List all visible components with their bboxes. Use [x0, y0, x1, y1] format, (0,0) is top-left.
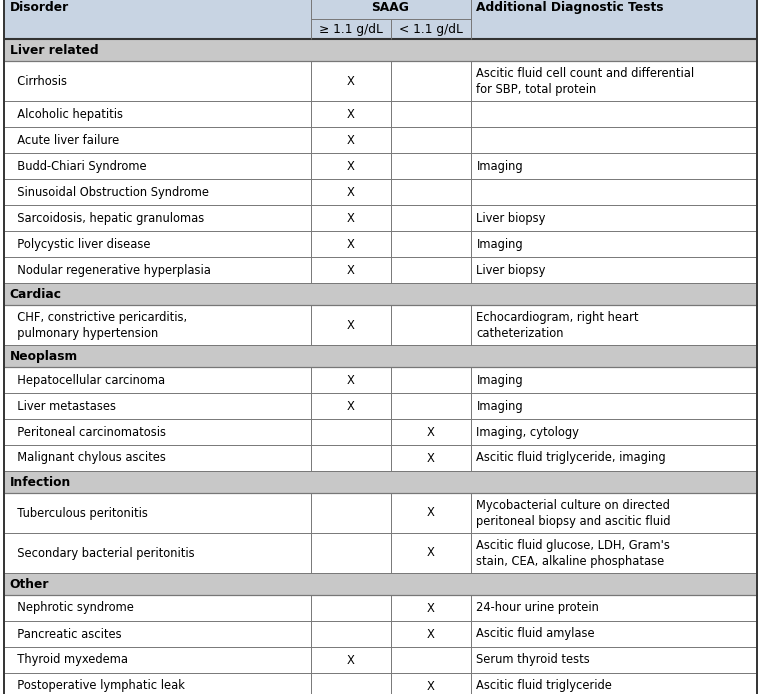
- Text: 24-hour urine protein: 24-hour urine protein: [477, 602, 600, 614]
- Text: X: X: [347, 74, 354, 87]
- Text: X: X: [347, 373, 354, 387]
- Text: Echocardiogram, right heart
catheterization: Echocardiogram, right heart catheterizat…: [477, 310, 639, 339]
- Bar: [4, 305, 756, 345]
- Text: Imaging: Imaging: [477, 160, 523, 173]
- Text: Hepatocellular carcinoma: Hepatocellular carcinoma: [9, 373, 165, 387]
- Text: Infection: Infection: [9, 475, 71, 489]
- Bar: [4, 257, 756, 283]
- Text: Imaging: Imaging: [477, 237, 523, 251]
- Text: CHF, constrictive pericarditis,
  pulmonary hypertension: CHF, constrictive pericarditis, pulmonar…: [9, 310, 187, 339]
- Text: Imaging: Imaging: [477, 373, 523, 387]
- Bar: [4, 127, 756, 153]
- Text: ≥ 1.1 g/dL: ≥ 1.1 g/dL: [318, 22, 382, 35]
- Bar: [4, 595, 756, 621]
- Text: Ascitic fluid amylase: Ascitic fluid amylase: [477, 627, 595, 641]
- Text: X: X: [426, 627, 435, 641]
- Text: Ascitic fluid triglyceride: Ascitic fluid triglyceride: [477, 679, 613, 693]
- Bar: [4, 39, 756, 61]
- Text: Disorder: Disorder: [9, 1, 68, 13]
- Text: Alcoholic hepatitis: Alcoholic hepatitis: [9, 108, 122, 121]
- Bar: [4, 345, 756, 367]
- Text: Liver biopsy: Liver biopsy: [477, 212, 546, 224]
- Text: X: X: [426, 602, 435, 614]
- Text: Secondary bacterial peritonitis: Secondary bacterial peritonitis: [9, 546, 194, 559]
- Text: X: X: [347, 185, 354, 198]
- Text: X: X: [347, 108, 354, 121]
- Bar: [4, 101, 756, 127]
- Bar: [4, 205, 756, 231]
- Text: Cirrhosis: Cirrhosis: [9, 74, 67, 87]
- Text: X: X: [426, 452, 435, 464]
- Text: Tuberculous peritonitis: Tuberculous peritonitis: [9, 507, 147, 520]
- Bar: [4, 419, 756, 445]
- Text: Liver related: Liver related: [9, 44, 98, 56]
- Bar: [4, 647, 756, 673]
- Text: Budd-Chiari Syndrome: Budd-Chiari Syndrome: [9, 160, 146, 173]
- Text: Other: Other: [9, 577, 49, 591]
- Text: Postoperative lymphatic leak: Postoperative lymphatic leak: [9, 679, 185, 693]
- Text: X: X: [347, 400, 354, 412]
- Bar: [4, 573, 756, 595]
- Text: Ascitic fluid triglyceride, imaging: Ascitic fluid triglyceride, imaging: [477, 452, 666, 464]
- Text: Sinusoidal Obstruction Syndrome: Sinusoidal Obstruction Syndrome: [9, 185, 208, 198]
- Text: X: X: [347, 212, 354, 224]
- Text: X: X: [426, 546, 435, 559]
- Bar: [4, 533, 756, 573]
- Text: Imaging: Imaging: [477, 400, 523, 412]
- Text: Mycobacterial culture on directed
peritoneal biopsy and ascitic fluid: Mycobacterial culture on directed perito…: [477, 498, 671, 527]
- Text: Cardiac: Cardiac: [9, 287, 62, 301]
- Text: X: X: [347, 160, 354, 173]
- Bar: [4, 0, 756, 19]
- Text: Imaging, cytology: Imaging, cytology: [477, 425, 579, 439]
- Text: Peritoneal carcinomatosis: Peritoneal carcinomatosis: [9, 425, 166, 439]
- Text: Ascitic fluid cell count and differential
for SBP, total protein: Ascitic fluid cell count and differentia…: [477, 67, 695, 96]
- Bar: [4, 393, 756, 419]
- Bar: [4, 621, 756, 647]
- Text: Liver metastases: Liver metastases: [9, 400, 116, 412]
- Text: Neoplasm: Neoplasm: [9, 350, 78, 362]
- Bar: [4, 673, 756, 694]
- Text: X: X: [347, 237, 354, 251]
- Text: Polycystic liver disease: Polycystic liver disease: [9, 237, 150, 251]
- Bar: [4, 367, 756, 393]
- Bar: [4, 61, 756, 101]
- Text: X: X: [347, 264, 354, 276]
- Bar: [4, 19, 756, 39]
- Text: Sarcoidosis, hepatic granulomas: Sarcoidosis, hepatic granulomas: [9, 212, 204, 224]
- Text: Additional Diagnostic Tests: Additional Diagnostic Tests: [477, 1, 664, 13]
- Text: Liver biopsy: Liver biopsy: [477, 264, 546, 276]
- Text: Pancreatic ascites: Pancreatic ascites: [9, 627, 121, 641]
- Bar: [4, 445, 756, 471]
- Text: SAAG: SAAG: [372, 1, 410, 13]
- Bar: [4, 153, 756, 179]
- Text: Ascitic fluid glucose, LDH, Gram's
stain, CEA, alkaline phosphatase: Ascitic fluid glucose, LDH, Gram's stain…: [477, 539, 670, 568]
- Text: Serum thyroid tests: Serum thyroid tests: [477, 654, 591, 666]
- Text: X: X: [347, 133, 354, 146]
- Text: Nephrotic syndrome: Nephrotic syndrome: [9, 602, 133, 614]
- Text: Acute liver failure: Acute liver failure: [9, 133, 119, 146]
- Bar: [4, 471, 756, 493]
- Bar: [4, 231, 756, 257]
- Text: Thyroid myxedema: Thyroid myxedema: [9, 654, 128, 666]
- Text: X: X: [347, 654, 354, 666]
- Bar: [4, 283, 756, 305]
- Text: < 1.1 g/dL: < 1.1 g/dL: [398, 22, 462, 35]
- Text: Nodular regenerative hyperplasia: Nodular regenerative hyperplasia: [9, 264, 211, 276]
- Text: Malignant chylous ascites: Malignant chylous ascites: [9, 452, 166, 464]
- Bar: [4, 179, 756, 205]
- Text: X: X: [426, 679, 435, 693]
- Text: X: X: [347, 319, 354, 332]
- Bar: [4, 493, 756, 533]
- Text: X: X: [426, 507, 435, 520]
- Text: X: X: [426, 425, 435, 439]
